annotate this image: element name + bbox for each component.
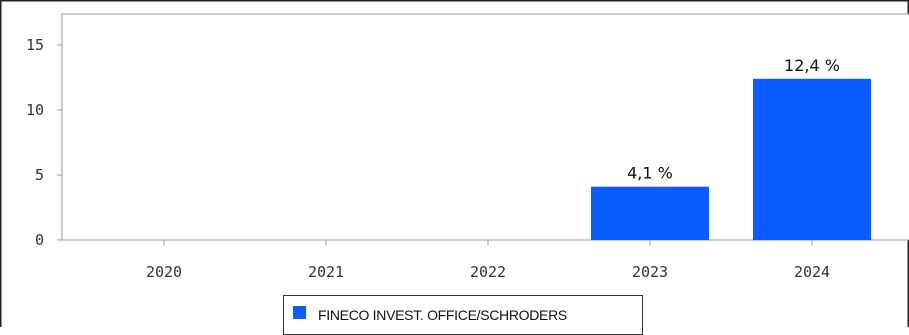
y-tick-label: 0 [35,231,44,249]
x-tick-label: 2023 [632,263,668,281]
bar [753,78,871,240]
legend: FINECO INVEST. OFFICE/SCHRODERS [283,295,643,335]
legend-label: FINECO INVEST. OFFICE/SCHRODERS [318,307,567,323]
bar-chart: 0 5 10 15 2020 2021 2022 2023 2024 4,1 % 12,4 % [0,0,909,327]
x-tick-label: 2022 [470,263,506,281]
y-tick-label: 10 [26,101,44,119]
x-tick-label: 2020 [146,263,182,281]
bar [591,186,709,240]
y-tick-label: 5 [35,166,44,184]
legend-swatch [293,306,306,319]
bars [591,78,871,240]
data-labels: 4,1 % 12,4 % [627,56,840,183]
x-tick-label: 2021 [308,263,344,281]
x-axis: 2020 2021 2022 2023 2024 [62,239,909,281]
data-label: 4,1 % [627,164,673,183]
x-tick-label: 2024 [794,263,830,281]
y-tick-label: 15 [26,36,44,54]
data-label: 12,4 % [784,56,840,75]
y-axis: 0 5 10 15 [26,36,62,249]
